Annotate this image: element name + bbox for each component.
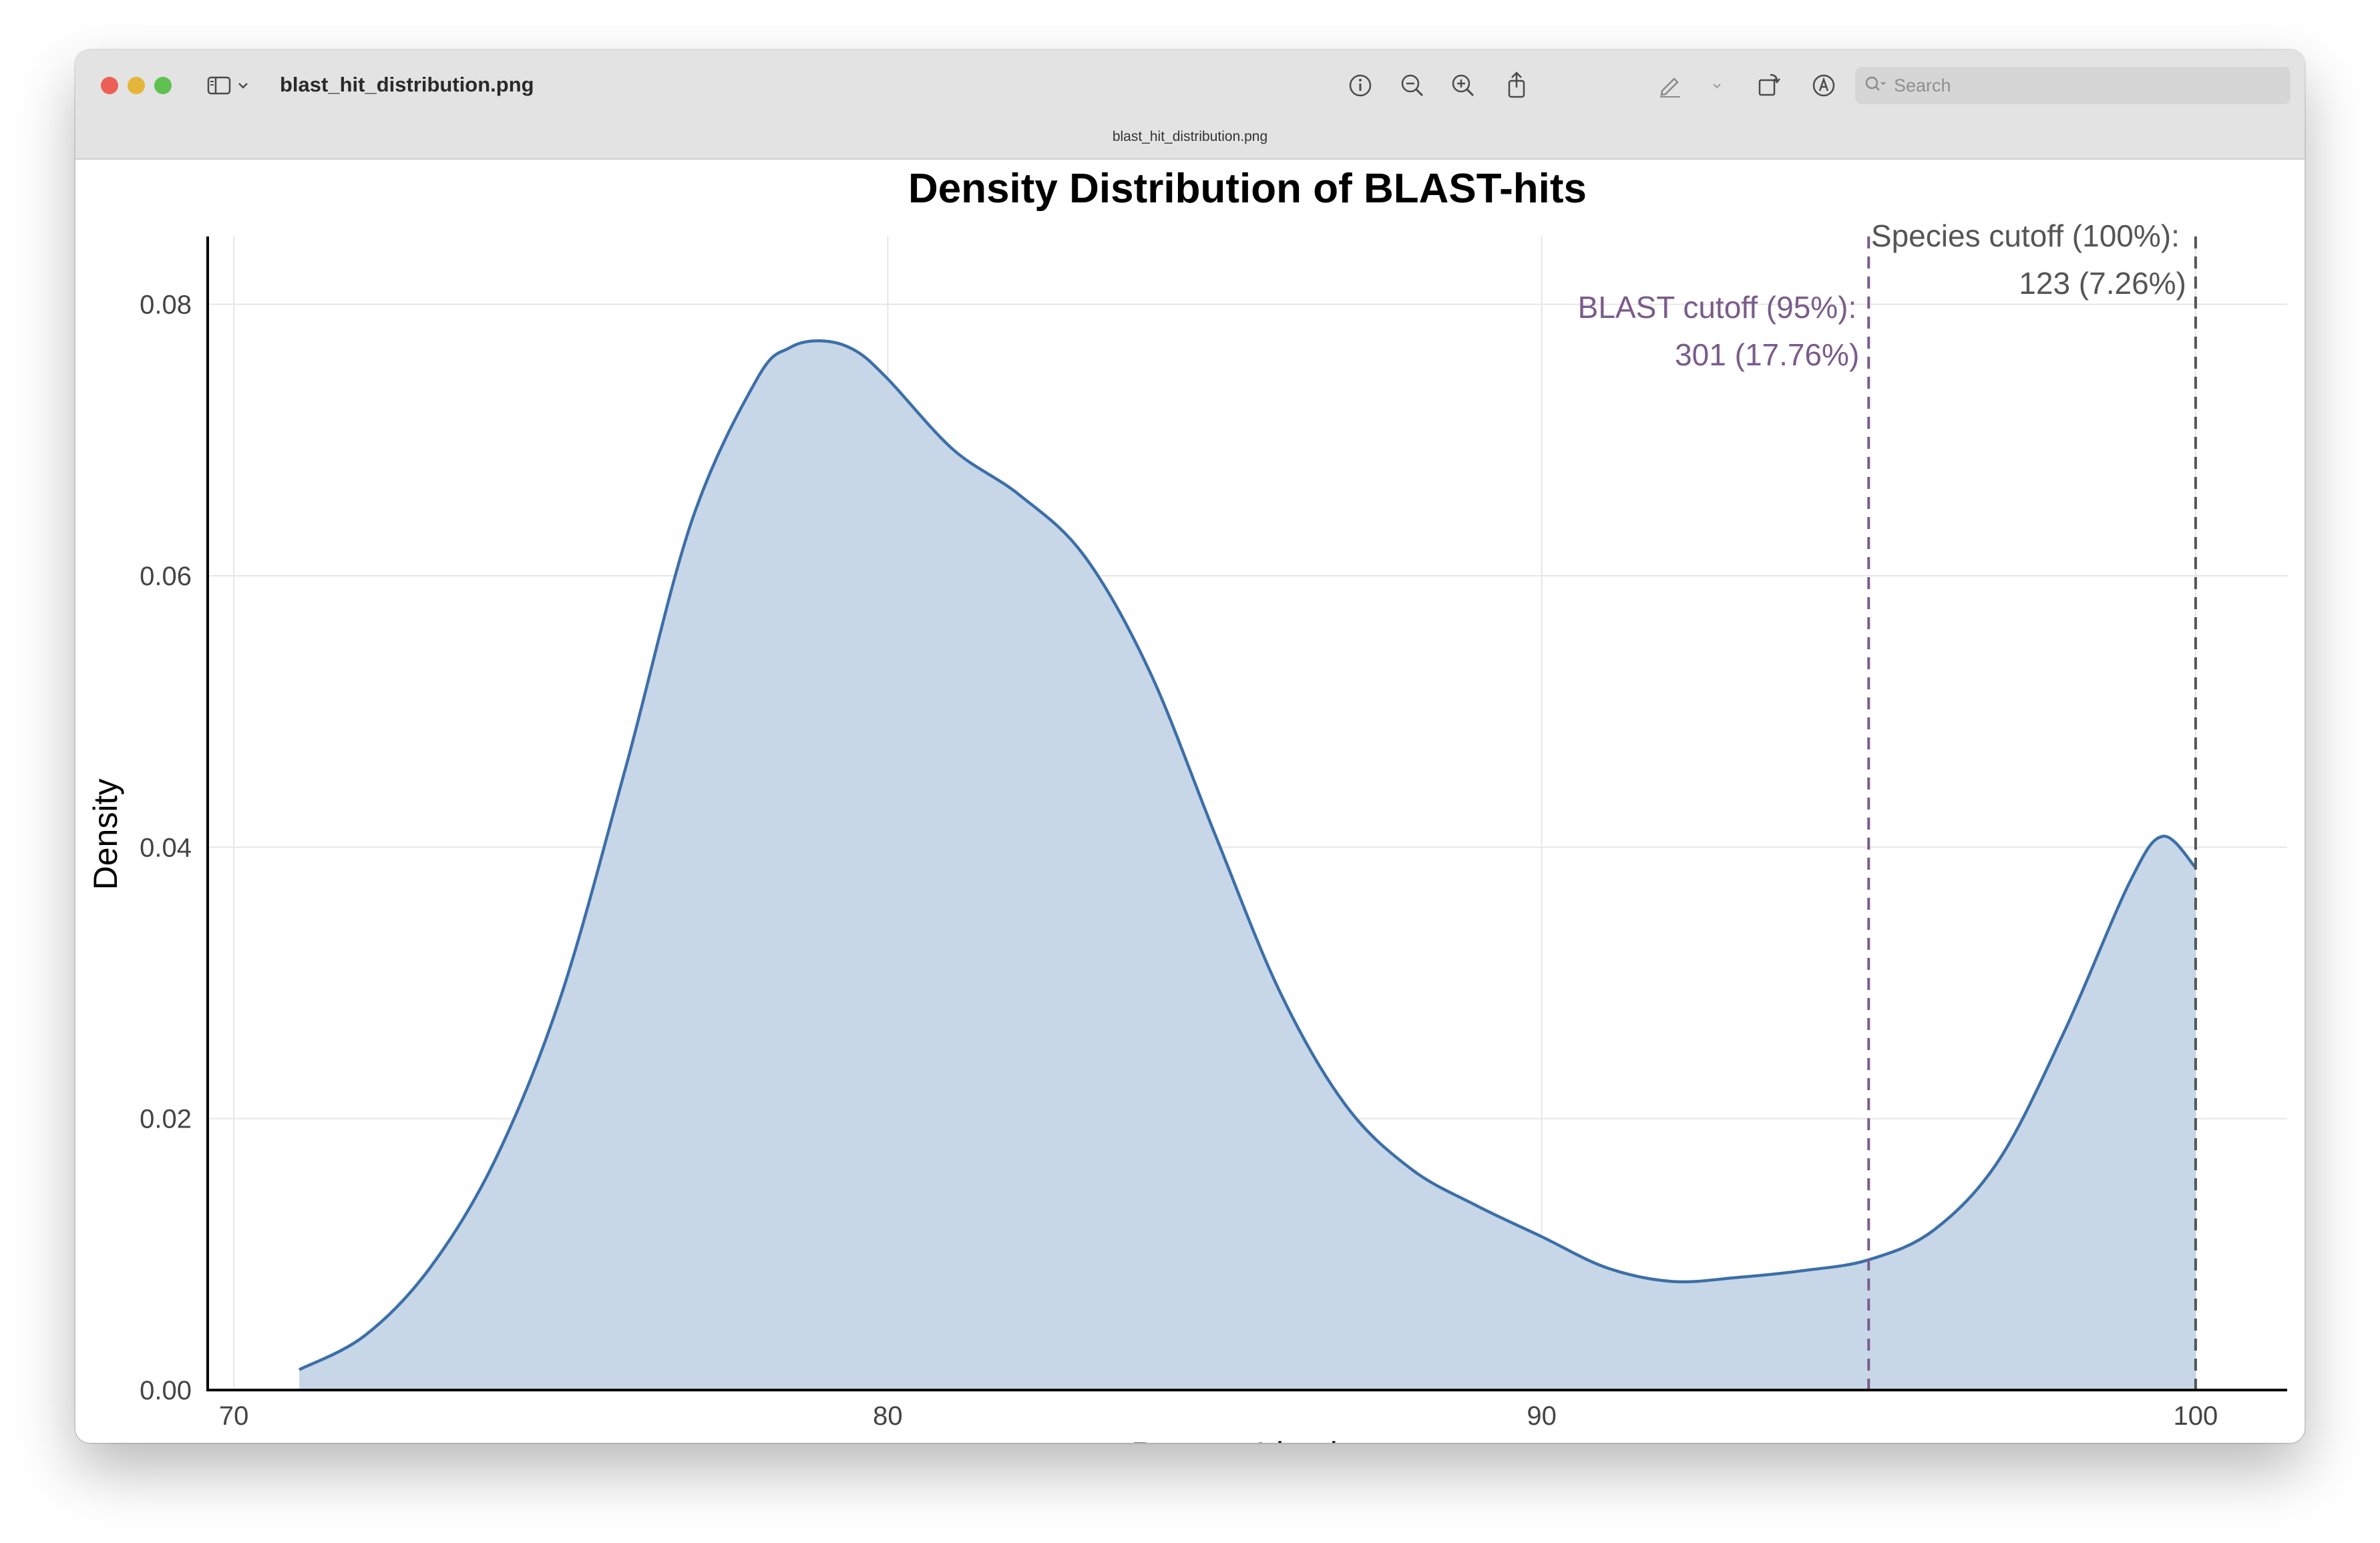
- document-subtitle: blast_hit_distribution.png: [1112, 129, 1268, 144]
- preview-window: blast_hit_distribution.png: [75, 50, 2305, 1443]
- chart-title: Density Distribution of BLAST-hits: [908, 166, 1587, 212]
- zoom-in-icon[interactable]: [1450, 72, 1476, 99]
- blast-cutoff-count: 301 (17.76%): [1675, 337, 1859, 372]
- window-title: blast_hit_distribution.png: [280, 73, 534, 96]
- tick-labels: 70 80 90 100 0.00 0.02 0.04 0.06 0.08: [140, 291, 2218, 1431]
- x-tick-label-70: 70: [219, 1401, 249, 1431]
- species-cutoff-count: 123 (7.26%): [2019, 266, 2186, 301]
- y-tick-label-0.02: 0.02: [140, 1105, 192, 1134]
- rotate-icon[interactable]: [1756, 71, 1782, 99]
- close-window-button[interactable]: [101, 77, 118, 94]
- y-tick-label-0.08: 0.08: [140, 291, 192, 320]
- info-icon[interactable]: [1347, 72, 1374, 99]
- blast-cutoff-label: BLAST cutoff (95%):: [1578, 290, 1857, 325]
- x-axis-label: Percent Identity: [1131, 1435, 1363, 1443]
- y-tick-label-0.06: 0.06: [140, 562, 192, 591]
- density-chart: 70 80 90 100 0.00 0.02 0.04 0.06 0.08 Density Di…: [87, 166, 2287, 1443]
- cutoff-lines: [1867, 236, 2197, 1390]
- x-tick-label-90: 90: [1527, 1401, 1557, 1431]
- sidebar-icon[interactable]: [206, 73, 232, 98]
- axes: [206, 236, 2287, 1391]
- density-curve: [299, 339, 2197, 1371]
- share-icon[interactable]: [1503, 70, 1530, 100]
- search-field[interactable]: [1855, 67, 2291, 104]
- markup-chevron-icon[interactable]: [1710, 79, 1724, 93]
- maximize-window-button[interactable]: [154, 77, 172, 94]
- y-axis-label: Density: [87, 779, 124, 890]
- zoom-out-icon[interactable]: [1399, 72, 1426, 99]
- markup-pen-icon[interactable]: [1657, 72, 1683, 99]
- minimize-window-button[interactable]: [128, 77, 145, 94]
- image-canvas: 70 80 90 100 0.00 0.02 0.04 0.06 0.08 Density Di…: [75, 160, 2305, 1443]
- x-tick-label-100: 100: [2174, 1401, 2218, 1431]
- density-area-fill: [299, 341, 2196, 1391]
- cutoff-annotations: BLAST cutoff (95%): 301 (17.76%) Species c…: [1578, 218, 2186, 372]
- search-icon: [1864, 75, 1887, 96]
- chevron-down-icon[interactable]: [236, 78, 250, 93]
- annotate-icon[interactable]: [1810, 72, 1837, 99]
- search-input[interactable]: [1894, 75, 2268, 96]
- y-tick-label-0.00: 0.00: [140, 1376, 192, 1405]
- y-tick-label-0.04: 0.04: [140, 833, 192, 862]
- species-cutoff-label: Species cutoff (100%):: [1871, 218, 2180, 253]
- titlebar: blast_hit_distribution.png: [75, 50, 2305, 160]
- x-tick-label-80: 80: [873, 1401, 903, 1431]
